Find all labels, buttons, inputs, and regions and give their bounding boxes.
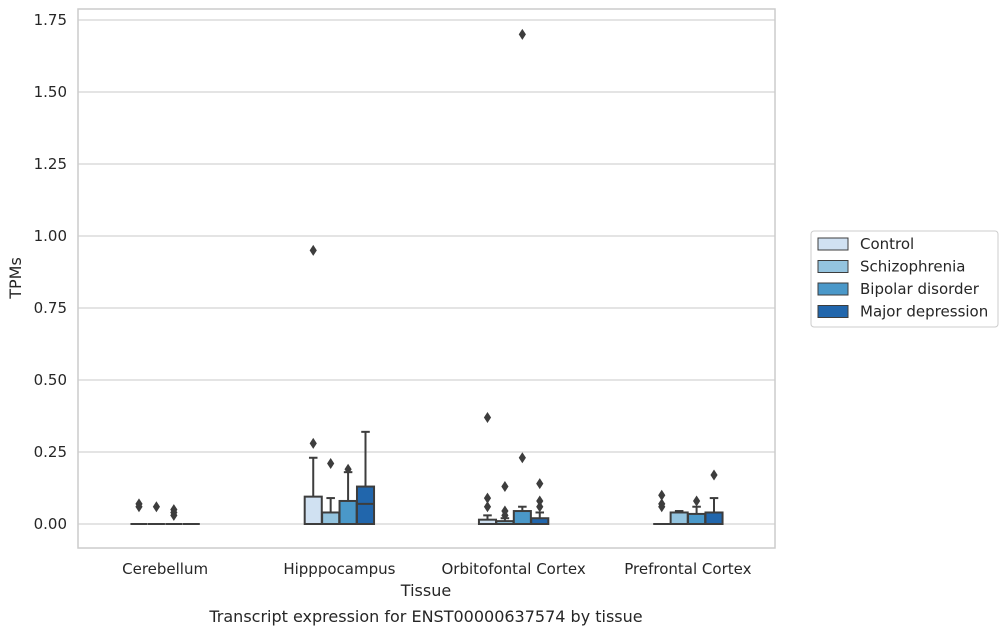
outlier-point [518, 452, 526, 464]
box [321, 511, 341, 525]
box [669, 511, 689, 525]
outlier-point [152, 501, 161, 513]
box [338, 499, 358, 525]
y-tick-label: 0.75 [34, 299, 67, 317]
y-tick-label: 1.25 [34, 155, 67, 173]
outlier-point [518, 28, 526, 40]
box [512, 510, 532, 526]
y-tick-label: 1.50 [34, 83, 67, 101]
outlier-point [710, 469, 718, 481]
box [687, 512, 707, 525]
legend-swatch [817, 305, 849, 318]
legend-swatch [817, 260, 849, 273]
outlier-point [483, 501, 492, 513]
x-tick-label: Cerebellum [122, 560, 208, 578]
y-tick-label: 1.00 [34, 227, 67, 245]
boxes [130, 28, 724, 526]
gridlines [78, 19, 775, 525]
box-group [321, 458, 341, 525]
y-axis-title: TPMs [6, 257, 25, 300]
box-group [653, 489, 671, 525]
outlier-point [344, 463, 352, 475]
x-tick-label: Orbitofontal Cortex [442, 560, 586, 578]
y-tick-label: 0.25 [34, 443, 67, 461]
box-group [130, 498, 148, 525]
outlier-point [309, 244, 317, 256]
outlier-point [692, 495, 701, 507]
legend-label: Schizophrenia [860, 258, 965, 276]
outlier-point [501, 481, 509, 493]
outlier-point [658, 489, 666, 501]
outlier-point [170, 504, 178, 516]
box [355, 485, 376, 525]
outlier-point [501, 505, 509, 517]
y-tick-labels: 0.00 0.25 0.50 0.75 1.00 1.25 1.50 1.75 [34, 11, 67, 533]
box-group [477, 411, 498, 525]
box-group [303, 244, 323, 526]
outlier-point [483, 411, 492, 423]
outlier-point [536, 495, 544, 507]
box-group [165, 504, 183, 525]
legend-label: Control [860, 235, 914, 253]
box [303, 495, 323, 526]
x-tick-label: Hipppocampus [283, 560, 395, 578]
box-group [704, 469, 724, 525]
box-group [669, 510, 689, 525]
outlier-point [327, 458, 335, 470]
y-tick-label: 0.50 [34, 371, 67, 389]
outlier-point [309, 437, 317, 449]
chart-caption: Transcript expression for ENST0000063757… [208, 607, 642, 626]
box-group [687, 495, 707, 525]
legend-label: Bipolar disorder [860, 280, 980, 298]
outlier-point [483, 492, 492, 504]
x-tick-labels: Cerebellum Hipppocampus Orbitofontal Corte… [122, 560, 751, 578]
legend-frame [810, 230, 999, 328]
legend-swatch [817, 237, 849, 251]
outlier-point [536, 478, 544, 490]
box-group [530, 478, 550, 525]
legend-label: Major depression [860, 303, 988, 321]
y-tick-label: 1.75 [34, 11, 67, 29]
outlier-point [536, 501, 544, 513]
box-group [495, 481, 515, 525]
x-tick-label: Prefrontal Cortex [624, 560, 751, 578]
outlier-point [135, 498, 143, 510]
box-group [355, 430, 376, 525]
plot-area-frame [77, 8, 776, 549]
box-group [147, 501, 165, 525]
x-axis-title: Tissue [400, 581, 451, 600]
legend: Control Schizophrenia Bipolar disorder Majo… [810, 230, 999, 328]
box [704, 511, 724, 525]
y-tick-label: 0.00 [34, 515, 67, 533]
outlier-point [658, 498, 666, 510]
box-group [338, 463, 358, 525]
box-group [512, 28, 532, 526]
legend-swatch [817, 282, 849, 296]
